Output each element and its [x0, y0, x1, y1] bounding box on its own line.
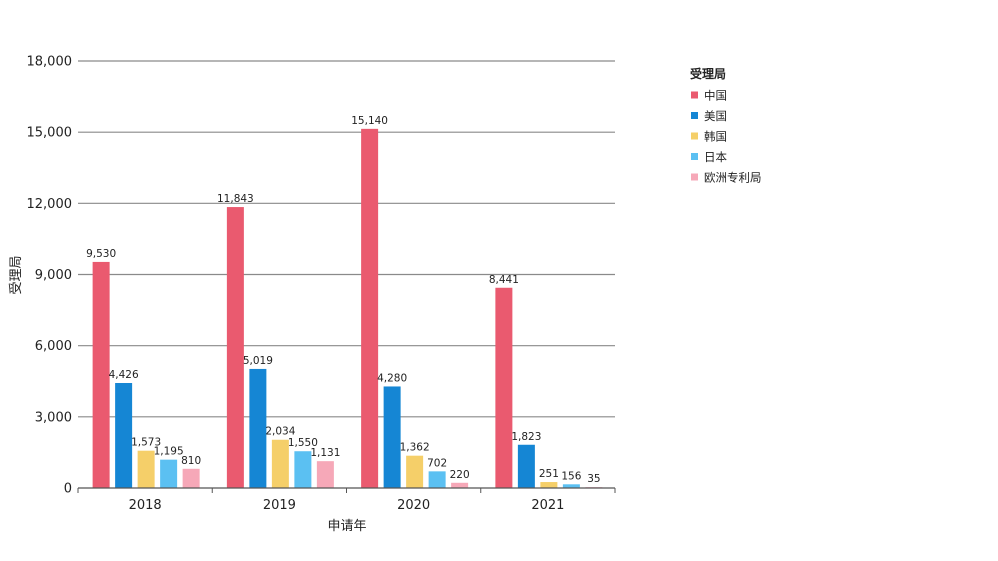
bar-data-label: 1,573 [131, 437, 161, 449]
bar [495, 287, 513, 488]
bar-series [92, 128, 603, 488]
bar [294, 451, 312, 488]
legend-swatch [691, 112, 698, 119]
legend-swatch [691, 91, 698, 99]
bar-data-labels: 9,530 11,843 15,140 8,441 4,426 5,019 4,280 1,8… [86, 115, 600, 485]
bar-data-label: 1,362 [400, 442, 430, 454]
bar-data-label: 4,280 [377, 372, 407, 384]
bar [271, 439, 289, 488]
bar [182, 468, 200, 488]
bar [226, 207, 244, 488]
bar-data-label: 11,843 [217, 193, 254, 205]
legend-label: 欧洲专利局 [704, 171, 762, 185]
bar-data-label: 8,441 [489, 274, 519, 286]
y-tick-label: 6,000 [35, 339, 72, 354]
bar-data-label: 156 [561, 470, 581, 482]
x-tick-label: 2019 [263, 498, 296, 513]
bar-data-label: 35 [587, 473, 600, 485]
legend-swatch [691, 153, 698, 160]
y-tick-label: 3,000 [35, 410, 72, 425]
bar-data-label: 15,140 [351, 115, 388, 127]
bar [428, 471, 446, 488]
bar-data-label: 2,034 [265, 426, 295, 438]
bar-data-label: 810 [181, 455, 201, 467]
x-tick-label: 2020 [397, 498, 430, 513]
bar [451, 482, 469, 488]
y-tick-label: 18,000 [27, 55, 73, 70]
bar-data-label: 1,195 [154, 446, 184, 458]
x-axis-title: 申请年 [327, 519, 366, 534]
bar-data-label: 9,530 [86, 248, 116, 260]
x-axis: 2018 2019 2020 2021 [77, 487, 616, 513]
y-tick-label: 9,000 [35, 268, 72, 283]
bar-data-label: 1,823 [511, 431, 541, 443]
y-tick-label: 0 [64, 482, 72, 497]
y-axis-title: 受理局 [9, 255, 24, 294]
bar [137, 450, 155, 488]
bar [316, 461, 334, 488]
legend-label: 韩国 [704, 130, 727, 144]
x-tick-label: 2018 [129, 498, 162, 513]
bar [115, 383, 133, 488]
bar-data-label: 251 [539, 468, 559, 480]
bar-data-label: 220 [450, 469, 470, 481]
bar [361, 128, 379, 488]
gridlines [78, 60, 615, 418]
legend-label: 美国 [704, 109, 727, 123]
bar [160, 459, 178, 488]
legend-swatch [691, 173, 698, 181]
legend-label: 日本 [704, 150, 727, 164]
y-axis-ticks: 0 3,000 6,000 9,000 12,000 15,000 18,000 [27, 55, 73, 497]
bar-data-label: 5,019 [243, 355, 273, 367]
y-tick-label: 12,000 [27, 197, 73, 212]
bar [92, 261, 110, 488]
bar-data-label: 702 [427, 457, 447, 469]
bar [540, 482, 558, 488]
bar-data-label: 4,426 [109, 369, 139, 381]
bar [562, 484, 580, 488]
y-tick-label: 15,000 [27, 126, 73, 141]
legend-label: 中国 [704, 89, 727, 103]
x-tick-label: 2021 [531, 498, 564, 513]
bar [383, 386, 401, 488]
bar [249, 368, 267, 488]
bar-data-label: 1,550 [288, 437, 318, 449]
bar-data-label: 1,131 [310, 447, 340, 459]
legend-title: 受理局 [690, 66, 726, 81]
legend-swatch [691, 132, 698, 140]
bar [406, 455, 424, 488]
bar [517, 444, 535, 488]
